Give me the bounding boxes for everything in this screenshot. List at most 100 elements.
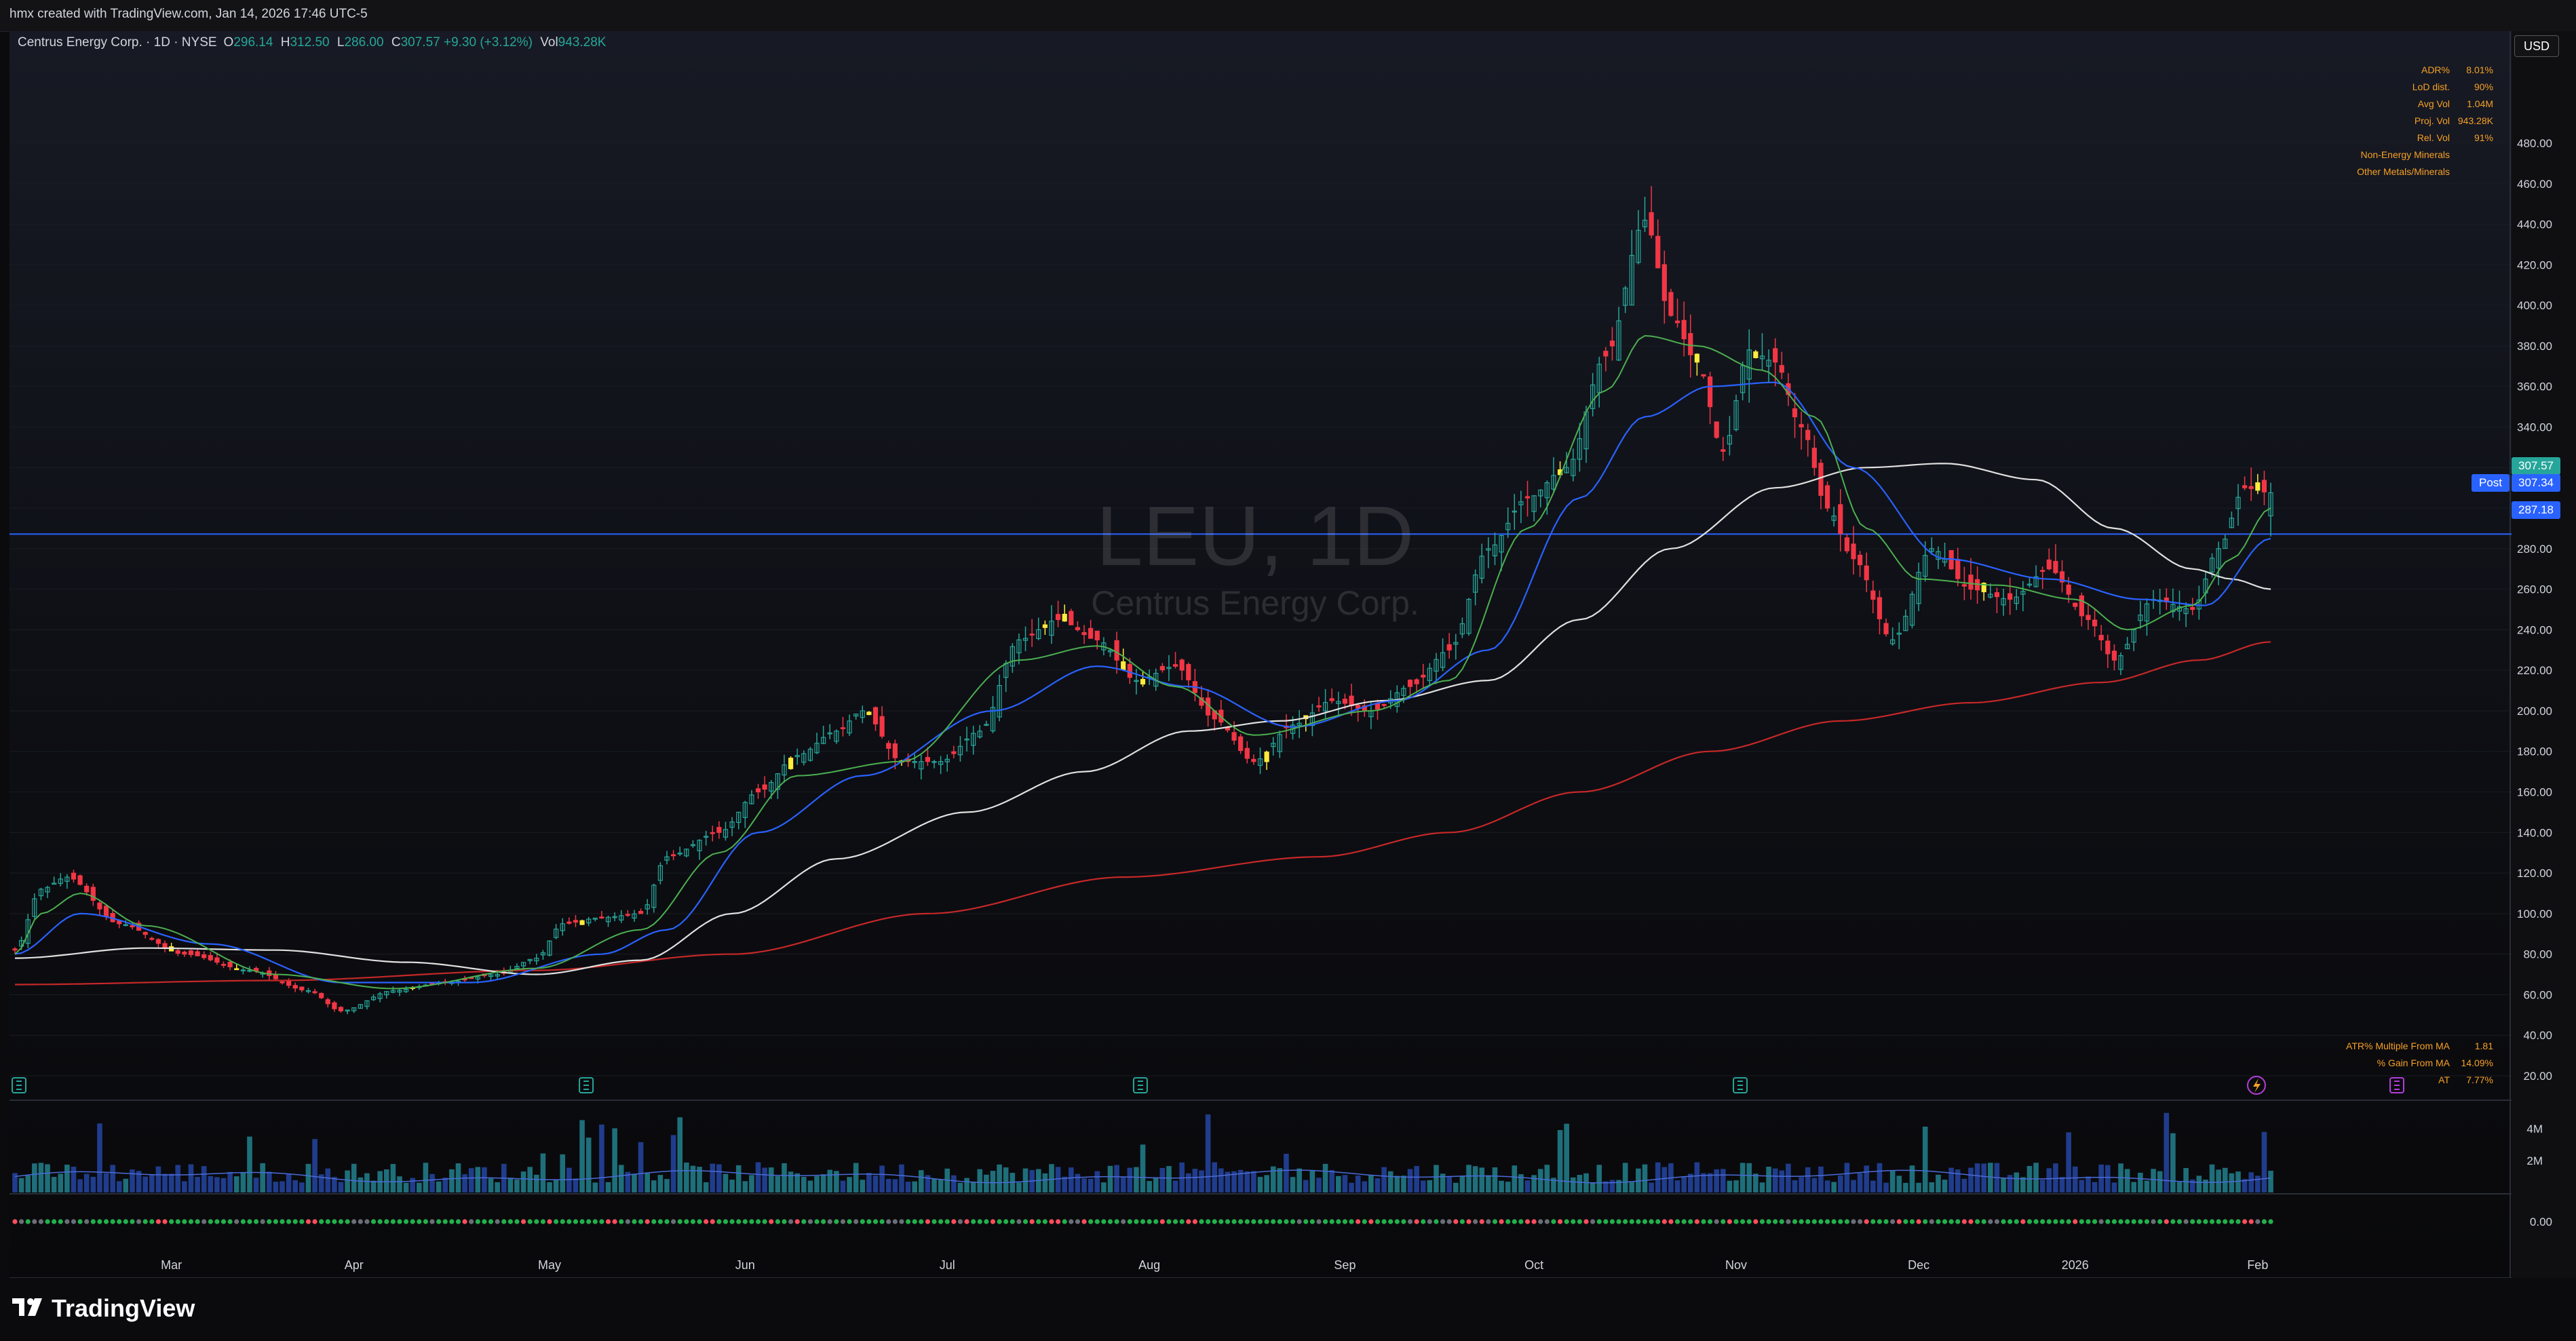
volume-bar bbox=[618, 1165, 624, 1192]
oscillator-dot bbox=[925, 1219, 930, 1224]
oscillator-dot bbox=[90, 1219, 96, 1224]
oscillator-dot bbox=[462, 1219, 467, 1224]
volume-bar bbox=[2131, 1182, 2137, 1192]
oscillator-dot bbox=[749, 1219, 754, 1224]
volume-bar bbox=[1394, 1175, 1400, 1192]
volume-bar bbox=[495, 1182, 500, 1192]
volume-axis-tick-label: 2M bbox=[2526, 1154, 2543, 1167]
oscillator-dot bbox=[2196, 1219, 2202, 1224]
volume-bar bbox=[1883, 1182, 1889, 1192]
candle-body bbox=[2144, 603, 2150, 622]
tradingview-logo[interactable]: TradingView bbox=[12, 1294, 195, 1323]
candle-body bbox=[651, 885, 657, 908]
volume-bar bbox=[299, 1182, 305, 1192]
oscillator-dot bbox=[1022, 1219, 1029, 1224]
oscillator-dot bbox=[175, 1219, 180, 1224]
oscillator-dot bbox=[1883, 1219, 1889, 1224]
oscillator-dot bbox=[1316, 1219, 1322, 1224]
oscillator-dot bbox=[1929, 1219, 1934, 1224]
candle-body bbox=[240, 969, 246, 971]
candle-body bbox=[90, 887, 96, 901]
volume-bar bbox=[286, 1174, 292, 1192]
oscillator-dot bbox=[1473, 1219, 1478, 1224]
candle-body bbox=[2229, 518, 2234, 528]
candle-body bbox=[1571, 459, 1576, 476]
oscillator-dot bbox=[1818, 1219, 1824, 1224]
candle-body bbox=[182, 952, 187, 955]
volume-bar bbox=[2209, 1164, 2215, 1192]
oscillator-dot bbox=[592, 1219, 598, 1224]
currency-button[interactable]: USD bbox=[2514, 35, 2559, 57]
price-axis-tick-label: 460.00 bbox=[2517, 178, 2552, 191]
volume-bar bbox=[573, 1178, 579, 1192]
oscillator-dot bbox=[651, 1219, 657, 1224]
volume-bar bbox=[318, 1174, 324, 1192]
candle-body bbox=[1864, 565, 1869, 581]
candle-body bbox=[1075, 627, 1081, 630]
credit-text: hmx created with TradingView.com, Jan 14… bbox=[9, 7, 368, 21]
candle-body bbox=[2007, 593, 2013, 600]
post-label: Post bbox=[2472, 474, 2510, 492]
candle-body bbox=[1844, 537, 1850, 551]
oscillator-dot bbox=[12, 1219, 18, 1224]
candle-body bbox=[64, 876, 70, 882]
candle-body bbox=[638, 911, 644, 914]
chart-panel[interactable] bbox=[9, 31, 2512, 1278]
candle-body bbox=[2111, 650, 2117, 661]
candle-body bbox=[566, 921, 572, 924]
oscillator-dot bbox=[1661, 1219, 1667, 1224]
volume-bar bbox=[1877, 1163, 1883, 1192]
oscillator-dot bbox=[1290, 1219, 1296, 1224]
oscillator-dot bbox=[886, 1219, 891, 1224]
oscillator-dot bbox=[1571, 1219, 1576, 1224]
candle-body bbox=[971, 733, 976, 746]
volume-bar bbox=[931, 1178, 937, 1192]
volume-bar bbox=[410, 1178, 416, 1192]
oscillator-dot bbox=[1466, 1219, 1472, 1224]
candle-body bbox=[1538, 489, 1543, 497]
volume-bar bbox=[710, 1163, 716, 1192]
oscillator-dot bbox=[997, 1219, 1002, 1224]
candle-body bbox=[286, 981, 292, 986]
oscillator-dot bbox=[397, 1219, 402, 1224]
volume-bar bbox=[1022, 1168, 1029, 1192]
oscillator-dot bbox=[1434, 1219, 1439, 1224]
candle-body bbox=[834, 731, 839, 742]
oscillator-dot bbox=[1805, 1219, 1811, 1224]
volume-bar bbox=[1694, 1162, 1700, 1192]
candle-body bbox=[736, 811, 742, 823]
oscillator-dot bbox=[364, 1219, 370, 1224]
volume-bar bbox=[585, 1138, 592, 1192]
volume-bar bbox=[1714, 1169, 1720, 1192]
volume-bar bbox=[1649, 1182, 1654, 1192]
volume-bar bbox=[1107, 1165, 1113, 1192]
oscillator-dot bbox=[488, 1219, 494, 1224]
stat-top-value: 90% bbox=[2474, 81, 2493, 92]
time-axis-label: Jul bbox=[940, 1258, 955, 1272]
volume-bar bbox=[1336, 1175, 1341, 1192]
oscillator-dot bbox=[273, 1219, 278, 1224]
oscillator-dot bbox=[1238, 1219, 1244, 1224]
volume-bar bbox=[1166, 1166, 1172, 1192]
oscillator-dot bbox=[1583, 1219, 1589, 1224]
stat-bottom-value: 1.81 bbox=[2474, 1040, 2493, 1051]
volume-bar bbox=[403, 1182, 409, 1192]
volume-bar bbox=[1407, 1169, 1413, 1192]
oscillator-dot bbox=[384, 1219, 389, 1224]
oscillator-dot bbox=[1388, 1219, 1393, 1224]
oscillator-dot bbox=[1446, 1219, 1452, 1224]
volume-bar bbox=[149, 1174, 155, 1192]
stat-bottom-value: 7.77% bbox=[2466, 1074, 2493, 1085]
volume-bar bbox=[2151, 1169, 2156, 1192]
oscillator-dot bbox=[964, 1219, 969, 1224]
oscillator-dot bbox=[2118, 1219, 2123, 1224]
candle-body bbox=[2190, 606, 2195, 610]
oscillator-dot bbox=[2157, 1219, 2163, 1224]
oscillator-dot bbox=[638, 1219, 644, 1224]
sma50-line bbox=[14, 463, 2271, 975]
price-axis-panel[interactable] bbox=[2512, 31, 2576, 1278]
candle-body bbox=[2138, 615, 2143, 621]
volume-bar bbox=[2268, 1170, 2273, 1192]
volume-bar bbox=[684, 1162, 689, 1192]
volume-bar bbox=[2007, 1175, 2013, 1192]
